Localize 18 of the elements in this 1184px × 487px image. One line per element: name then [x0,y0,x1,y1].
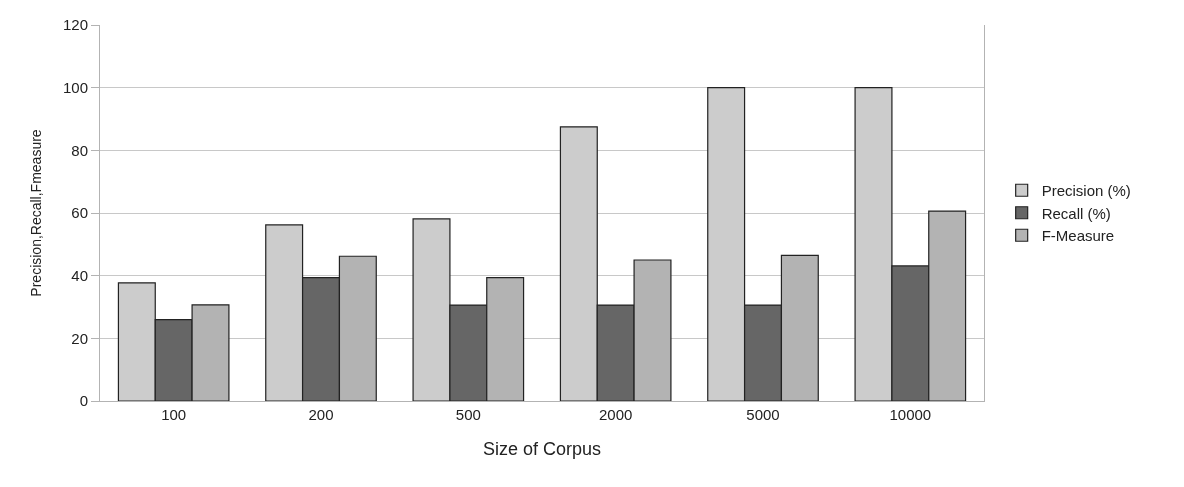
y-axis-title: Precision,Recall,Fmeasure [27,129,44,297]
legend-label: Precision (%) [1041,182,1131,200]
y-tick-label: 80 [71,141,88,159]
x-tick-label: 100 [161,406,187,423]
x-tick-label: 200 [308,406,334,423]
legend-label: Recall (%) [1041,204,1111,222]
y-tick-label: 120 [62,16,88,34]
x-tick-label: 10000 [889,406,932,423]
y-tick-label: 100 [62,78,88,96]
x-tick-label: 500 [455,406,481,423]
y-tick-label: 20 [71,329,88,347]
legend-label: F-Measure [1041,227,1115,245]
y-tick-label: 60 [71,204,88,222]
y-tick-label: 40 [71,266,88,284]
x-tick-label: 5000 [746,406,780,423]
y-tick-label: 0 [79,392,88,410]
x-tick-label: 2000 [598,406,633,423]
x-axis-title: Size of Corpus [482,439,602,460]
